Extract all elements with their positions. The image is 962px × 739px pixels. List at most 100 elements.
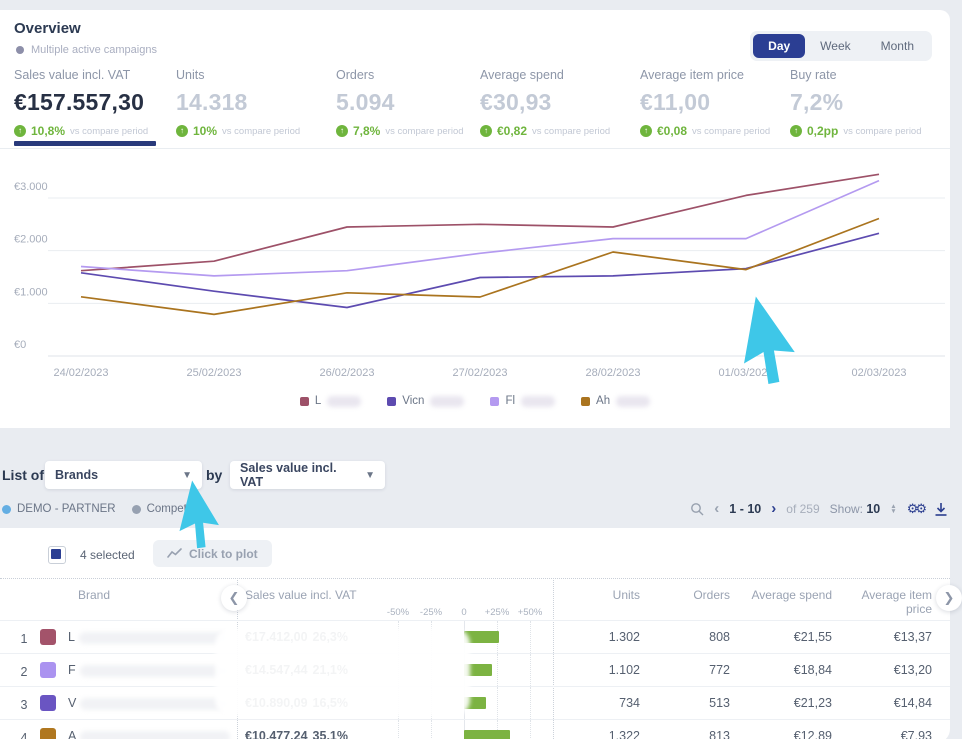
- svg-text:€1.000: €1.000: [14, 286, 48, 298]
- kpi-delta-suffix: vs compare period: [532, 125, 611, 137]
- col-sales[interactable]: Sales value incl. VAT: [245, 588, 357, 602]
- kpi-value: 5.094: [336, 89, 395, 115]
- dataset-dot-icon: [131, 504, 141, 514]
- period-option-week[interactable]: Week: [820, 39, 851, 53]
- kpi-value: €30,93: [480, 89, 552, 115]
- dataset-label: DEMO - PARTNER: [17, 503, 116, 515]
- kpi-delta: €0,08: [657, 124, 688, 138]
- svg-text:26/02/2023: 26/02/2023: [319, 367, 374, 379]
- legend-swatch: [490, 396, 500, 406]
- scroll-columns-left-button[interactable]: ❮: [221, 585, 247, 611]
- pct-bar: [464, 631, 499, 643]
- table-row[interactable]: 4 A €10.477,24 35,1% 1.322 813 €12,89 €7…: [0, 719, 950, 739]
- kpi-delta: 10%: [193, 124, 218, 138]
- show-stepper[interactable]: ▲ ▼: [890, 503, 897, 515]
- units-value: 1.102: [608, 663, 640, 677]
- legend-swatch: [581, 396, 591, 406]
- kpi-delta: 7,8%: [353, 124, 381, 138]
- period-option-month[interactable]: Month: [880, 39, 914, 53]
- selection-row: 4 selected Click to plot: [0, 538, 950, 578]
- sales-line-chart: €3.000 €2.000 €1.000 €0 24/02/2023 25/02/2023…: [14, 173, 945, 379]
- mouse-cursor-icon: [744, 296, 795, 385]
- table-row[interactable]: 1 L €17.412,00 26,3% 1.302 808 €21,55 €1…: [0, 620, 950, 653]
- svg-text:27/02/2023: 27/02/2023: [452, 367, 507, 379]
- overview-card: Overview Multiple active campaigns Day We…: [0, 10, 950, 428]
- kpi-delta-suffix: vs compare period: [222, 125, 301, 137]
- orders-value: 772: [709, 663, 730, 677]
- svg-text:01/03/2023: 01/03/2023: [718, 367, 773, 379]
- page-title: Overview: [14, 20, 81, 37]
- by-label: by: [206, 467, 223, 483]
- kpi-delta-suffix: vs compare period: [692, 125, 771, 137]
- kpi-tab[interactable]: Buy rate 7,2% ↑ 0,2pp vs compare period: [790, 68, 922, 138]
- metric-dropdown[interactable]: Sales value incl. VAT ▼: [230, 461, 385, 489]
- kpi-delta-row: ↑ 7,8% vs compare period: [336, 124, 464, 138]
- svg-text:€3.000: €3.000: [14, 181, 48, 193]
- kpi-tab[interactable]: Average spend €30,93 ↑ €0,82 vs compare …: [480, 68, 610, 138]
- kpi-tab[interactable]: Orders 5.094 ↑ 7,8% vs compare period: [336, 68, 464, 138]
- kpi-row: Sales value incl. VAT €157.557,30 ↑ 10,8…: [0, 68, 950, 149]
- scroll-columns-right-button[interactable]: ❯: [936, 585, 962, 611]
- row-index: 3: [20, 698, 28, 712]
- search-icon[interactable]: [690, 502, 704, 516]
- legend-item[interactable]: L: [299, 395, 362, 407]
- table-row[interactable]: 3 V €10.890,09 16,5% 734 513 €21,23 €14,…: [0, 686, 950, 719]
- pct-change: 35,1%: [312, 729, 348, 739]
- col-units[interactable]: Units: [612, 588, 640, 602]
- table-body: 1 L €17.412,00 26,3% 1.302 808 €21,55 €1…: [0, 620, 950, 739]
- legend-item[interactable]: Ah: [581, 395, 651, 407]
- list-of-dropdown-value: Brands: [55, 468, 99, 482]
- col-orders[interactable]: Orders: [693, 588, 730, 602]
- col-avg-spend[interactable]: Average spend: [751, 588, 832, 602]
- download-icon[interactable]: [934, 502, 948, 517]
- kpi-delta-row: ↑ 10% vs compare period: [176, 124, 300, 138]
- pct-bar: [464, 730, 511, 739]
- svg-text:28/02/2023: 28/02/2023: [585, 367, 640, 379]
- orders-value: 808: [709, 630, 730, 644]
- chevron-down-icon: ▼: [182, 469, 192, 481]
- dataset-option[interactable]: DEMO - PARTNER: [2, 503, 116, 515]
- brand-name: L: [68, 630, 229, 644]
- legend-label-blur: [430, 395, 465, 407]
- svg-text:24/02/2023: 24/02/2023: [53, 367, 108, 379]
- svg-text:€0: €0: [14, 339, 26, 351]
- metric-dropdown-value: Sales value incl. VAT: [240, 461, 337, 489]
- list-of-dropdown[interactable]: Brands ▼: [45, 461, 202, 489]
- avg-spend-value: €21,23: [793, 696, 832, 710]
- select-all-checkbox[interactable]: [48, 546, 66, 564]
- pct-bar: [464, 664, 492, 676]
- avg-spend-value: €12,89: [793, 729, 832, 739]
- kpi-tab[interactable]: Average item price €11,00 ↑ €0,08 vs com…: [640, 68, 770, 138]
- up-arrow-icon: ↑: [790, 125, 802, 137]
- pct-bar-cell: [390, 720, 545, 739]
- col-brand[interactable]: Brand: [78, 588, 111, 602]
- settings-gears-icon[interactable]: ⚙⚙: [906, 501, 927, 516]
- kpi-delta: 10,8%: [31, 124, 66, 138]
- page-total: of 259: [786, 502, 820, 516]
- pagination-bar: ‹ 1 - 10 › of 259 Show: 10 ▲ ▼ ⚙⚙: [690, 498, 948, 520]
- legend-item[interactable]: Fl: [490, 395, 556, 407]
- kpi-tab[interactable]: Units 14.318 ↑ 10% vs compare period: [176, 68, 300, 138]
- avg-item-price-value: €14,84: [893, 696, 932, 710]
- kpi-delta-row: ↑ €0,08 vs compare period: [640, 124, 770, 138]
- kpi-delta-row: ↑ €0,82 vs compare period: [480, 124, 610, 138]
- brand-color-swatch: [40, 695, 56, 711]
- kpi-delta-row: ↑ 0,2pp vs compare period: [790, 124, 922, 138]
- legend-item[interactable]: Vicn: [387, 395, 465, 407]
- kpi-value: €11,00: [640, 89, 711, 115]
- kpi-tab[interactable]: Sales value incl. VAT €157.557,30 ↑ 10,8…: [14, 68, 156, 146]
- show-value[interactable]: 10: [866, 502, 881, 516]
- next-page-icon[interactable]: ›: [771, 500, 777, 517]
- row-index: 1: [20, 632, 28, 646]
- col-avg-item-price[interactable]: Average item price: [861, 588, 932, 616]
- brand-name-blur: [79, 664, 230, 677]
- kpi-delta-suffix: vs compare period: [843, 125, 922, 137]
- legend-label: Ah: [596, 395, 611, 407]
- table-row[interactable]: 2 F €14.547,44 21,1% 1.102 772 €18,84 €1…: [0, 653, 950, 686]
- click-to-plot-button[interactable]: Click to plot: [153, 540, 272, 567]
- period-option-day[interactable]: Day: [753, 34, 806, 58]
- kpi-label: Average item price: [640, 68, 744, 82]
- legend-label: L: [314, 395, 322, 407]
- brand-color-swatch: [40, 629, 56, 645]
- prev-page-icon[interactable]: ‹: [714, 500, 720, 517]
